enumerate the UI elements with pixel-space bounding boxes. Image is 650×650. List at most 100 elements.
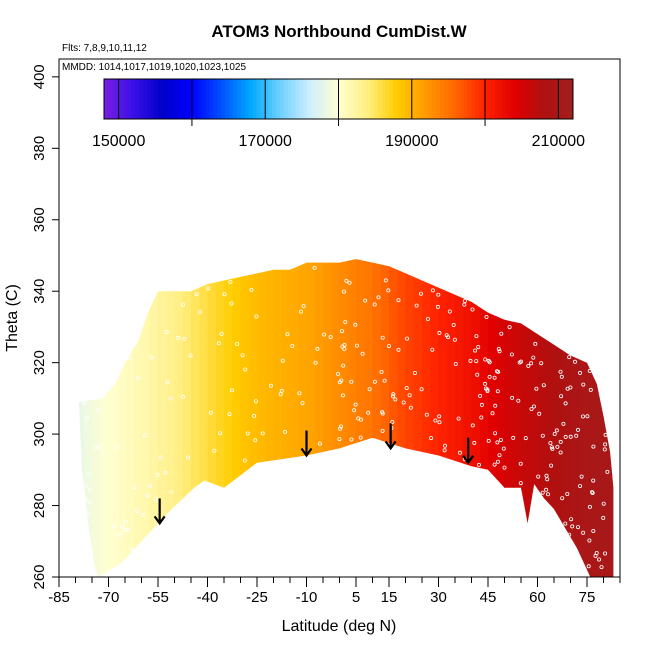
colorbar-segment — [369, 79, 375, 119]
observation-point — [496, 369, 501, 374]
colorbar-segment — [252, 79, 257, 119]
colorbar-segment — [322, 79, 328, 119]
observation-point — [555, 444, 560, 449]
observation-point — [558, 369, 563, 374]
observation-point — [360, 351, 365, 356]
heatmap-cell — [199, 259, 209, 577]
observation-point — [549, 463, 554, 468]
colorbar-segment — [119, 79, 125, 119]
observation-point — [340, 393, 345, 398]
observation-point — [363, 298, 368, 303]
observation-point — [452, 337, 457, 342]
observation-point — [563, 401, 568, 406]
observation-point — [386, 288, 391, 293]
observation-point — [540, 433, 545, 438]
colorbar-tick-label: 170000 — [239, 133, 292, 150]
observation-point — [175, 335, 180, 340]
observation-point — [462, 298, 467, 303]
observation-point — [229, 388, 234, 393]
observation-point — [87, 500, 92, 505]
observation-point — [401, 400, 406, 405]
observation-point — [208, 410, 213, 415]
observation-point — [430, 288, 435, 293]
colorbar-segment — [346, 79, 351, 119]
colorbar-segment — [354, 79, 359, 119]
colorbar-segment — [326, 79, 332, 119]
observation-point — [526, 363, 531, 368]
y-tick-label: 380 — [31, 136, 48, 161]
arrow-markers — [153, 423, 475, 526]
colorbar-segment — [201, 79, 207, 119]
observation-point — [372, 302, 377, 307]
observation-point — [560, 496, 565, 501]
observation-point — [198, 309, 203, 314]
colorbar-segment — [221, 79, 226, 119]
colorbar-segment — [498, 79, 504, 119]
observation-point — [356, 416, 361, 421]
observation-point — [475, 372, 480, 377]
observation-point — [534, 386, 539, 391]
heatmap-cell — [125, 259, 134, 577]
colorbar-segment — [229, 79, 234, 119]
colorbar-segment — [193, 79, 199, 119]
observation-point — [470, 423, 475, 428]
colorbar-segment — [424, 79, 429, 119]
colorbar-segment — [440, 79, 445, 119]
plot-area — [58, 58, 621, 578]
heatmap-cell — [562, 259, 572, 577]
observation-point — [573, 359, 578, 364]
observation-point — [603, 442, 608, 447]
observation-point — [476, 345, 481, 350]
observation-point — [478, 393, 483, 398]
observation-point — [444, 333, 449, 338]
colorbar-segment — [522, 79, 527, 119]
colorbar-segment — [455, 79, 461, 119]
colorbar-segment — [318, 79, 324, 119]
heatmap-cell — [149, 259, 159, 577]
colorbar-segment — [158, 79, 164, 119]
x-tick-label: 15 — [381, 589, 398, 606]
colorbar-segment — [467, 79, 472, 119]
observation-point — [586, 564, 591, 569]
observation-point — [468, 358, 473, 363]
observation-point — [396, 298, 401, 303]
heatmap-cell — [215, 259, 225, 577]
x-tick-label: 30 — [430, 589, 447, 606]
observation-point — [492, 375, 497, 380]
observation-point — [603, 551, 608, 556]
y-axis: 260 280 300 320 340 360 380 400 — [31, 64, 60, 590]
observation-point — [585, 414, 590, 419]
observation-point — [495, 389, 500, 394]
observation-point — [123, 528, 128, 533]
heatmap-cell — [397, 259, 407, 577]
observation-point — [125, 527, 130, 532]
observation-point — [476, 462, 481, 467]
observation-point — [408, 405, 413, 410]
colorbar-segment — [248, 79, 254, 119]
observation-point — [418, 291, 423, 296]
heatmap-cell — [570, 259, 580, 577]
heatmap-cell — [273, 259, 283, 577]
observation-point — [486, 438, 491, 443]
observation-point — [539, 361, 544, 366]
observation-point — [419, 387, 424, 392]
colorbar-segment — [307, 79, 312, 119]
colorbar-segment — [479, 79, 484, 119]
colorbar-segment — [350, 79, 355, 119]
observation-point — [405, 336, 410, 341]
colorbar-segment — [225, 79, 230, 119]
observation-point — [155, 472, 160, 477]
observation-point — [593, 553, 598, 558]
heatmap-cell — [529, 259, 539, 577]
observation-point — [529, 361, 534, 366]
colorbar-segment — [334, 79, 339, 119]
observation-point — [544, 473, 549, 478]
observation-point — [235, 341, 240, 346]
observation-point — [380, 411, 385, 416]
observation-point — [486, 358, 491, 363]
colorbar-segment — [494, 79, 500, 119]
observation-point — [396, 347, 401, 352]
observation-point — [84, 483, 89, 488]
observation-point — [354, 343, 359, 348]
observation-point — [383, 278, 388, 283]
